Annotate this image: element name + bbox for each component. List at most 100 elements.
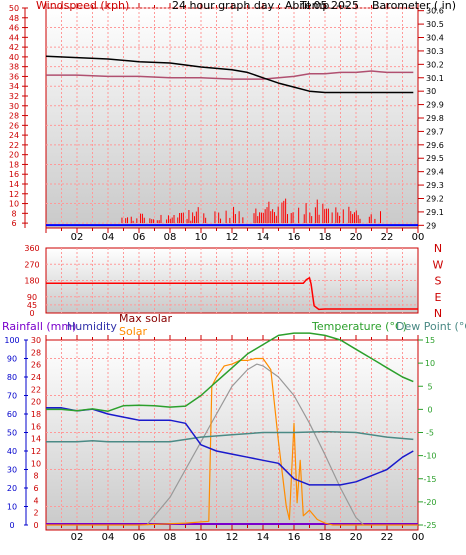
rain-x-tick-label: 02 — [71, 532, 84, 543]
wind-x-tick-label: 00 — [412, 232, 425, 243]
temp-y-tick-label: 15 — [425, 336, 435, 345]
rain-y-tick-label: 0 — [9, 521, 14, 530]
wind-y-tick-label: 16 — [9, 170, 19, 179]
wind-y-tick-label: 26 — [9, 121, 19, 130]
rain-x-tick-label: 00 — [412, 532, 425, 543]
wind-x-tick-label: 06 — [133, 232, 146, 243]
wind-y-tick-label: 20 — [9, 151, 19, 160]
wind-y-tick-label: 18 — [9, 160, 19, 169]
rain-y-tick-label: 80 — [7, 373, 17, 382]
wind-y-tick-label: 28 — [9, 112, 19, 121]
rain-y-tick-label: 20 — [7, 484, 17, 493]
compass-label: W — [433, 258, 444, 271]
compass-label: E — [435, 291, 442, 304]
barometer-y-tick-label: 30.6 — [426, 7, 444, 16]
rain-x-tick-label: 16 — [288, 532, 301, 543]
wind-y-tick-label: 50 — [9, 4, 19, 13]
wind-x-tick-label: 02 — [71, 232, 84, 243]
barometer-y-tick-label: 30.4 — [426, 34, 444, 43]
direction-y-tick-label: 45 — [27, 301, 37, 310]
direction-y-tick-label: 90 — [27, 293, 37, 302]
wind-x-tick-label: 16 — [288, 232, 301, 243]
barometer-y-tick-label: 29.5 — [426, 154, 444, 163]
wind-x-tick-label: 22 — [381, 232, 394, 243]
wind-y-tick-label: 32 — [9, 92, 19, 101]
humidity-line — [46, 407, 414, 486]
humidity-y-tick-label: 4 — [33, 496, 38, 505]
wind-x-tick-label: 10 — [195, 232, 208, 243]
barometer-y-tick-label: 29.6 — [426, 141, 444, 150]
barometer-y-tick-label: 30.5 — [426, 20, 444, 29]
compass-label: S — [435, 275, 442, 288]
humidity-y-tick-label: 18 — [31, 410, 41, 419]
wind-y-tick-label: 8 — [11, 209, 16, 218]
barometer-y-tick-label: 29.7 — [426, 127, 444, 136]
rain-y-tick-label: 50 — [7, 429, 17, 438]
wind-y-tick-label: 30 — [9, 102, 19, 111]
barometer-y-tick-label: 29.2 — [426, 194, 444, 203]
rain-y-tick-label: 40 — [7, 447, 17, 456]
humidity-y-tick-label: 20 — [31, 398, 41, 407]
humidity-y-tick-label: 28 — [31, 348, 41, 357]
temperature-label: Temperature (°C) — [311, 320, 407, 333]
barometer-y-tick-label: 29.3 — [426, 181, 444, 190]
rain-x-tick-label: 20 — [350, 532, 363, 543]
solar-label: Solar — [119, 325, 148, 338]
wind-y-tick-label: 10 — [9, 200, 19, 209]
humidity-label: Humidity — [67, 320, 117, 333]
humidity-y-tick-label: 12 — [31, 447, 41, 456]
wind-y-tick-label: 22 — [9, 141, 19, 150]
rain-y-tick-label: 10 — [7, 503, 17, 512]
rain-y-tick-label: 100 — [4, 336, 19, 345]
rain-x-tick-label: 06 — [133, 532, 146, 543]
rain-x-tick-label: 14 — [257, 532, 270, 543]
humidity-y-tick-label: 8 — [33, 472, 38, 481]
temp-y-tick-label: -25 — [423, 521, 436, 530]
compass-label: N — [434, 307, 442, 320]
wind-x-tick-label: 04 — [102, 232, 115, 243]
wind-y-tick-label: 36 — [9, 72, 19, 81]
humidity-y-tick-label: 16 — [31, 422, 41, 431]
wind-x-tick-label: 14 — [257, 232, 270, 243]
solar-line — [46, 357, 418, 526]
temp-y-tick-label: -5 — [426, 429, 434, 438]
direction-y-tick-label: 180 — [24, 277, 39, 286]
humidity-y-tick-label: 2 — [33, 509, 38, 518]
humidity-y-tick-label: 26 — [31, 361, 41, 370]
wind-x-tick-label: 12 — [226, 232, 239, 243]
rain-x-tick-label: 10 — [195, 532, 208, 543]
dewpoint-label: Dew Point (°C) — [396, 320, 466, 333]
wind-axis-label: Windspeed (kph) — [36, 0, 129, 12]
temp-y-tick-label: -20 — [423, 498, 436, 507]
wind-y-tick-label: 24 — [9, 131, 19, 140]
humidity-y-tick-label: 30 — [31, 336, 41, 345]
barometer-y-tick-label: 30.3 — [426, 47, 444, 56]
barometer-y-tick-label: 30 — [426, 87, 436, 96]
temp-overlay-text: Temp. --- — [299, 0, 348, 12]
wind-y-tick-label: 14 — [9, 180, 19, 189]
direction-y-tick-label: 360 — [24, 244, 39, 253]
compass-label: N — [434, 242, 442, 255]
wind-x-tick-label: 18 — [319, 232, 332, 243]
wind-x-tick-label: 08 — [164, 232, 177, 243]
barometer-line — [45, 55, 414, 94]
wind-x-tick-label: 20 — [350, 232, 363, 243]
rain-y-tick-label: 70 — [7, 392, 17, 401]
wind-y-tick-label: 40 — [9, 53, 19, 62]
humidity-y-tick-label: 24 — [31, 373, 41, 382]
temperature-line — [46, 332, 414, 412]
barometer-y-tick-label: 30.1 — [426, 74, 444, 83]
rain-y-tick-label: 30 — [7, 466, 17, 475]
direction-y-tick-label: 270 — [24, 260, 39, 269]
rain-x-tick-label: 04 — [102, 532, 115, 543]
wind-direction-line — [46, 277, 418, 311]
temp-y-tick-label: -10 — [423, 452, 436, 461]
wind-y-tick-label: 42 — [9, 43, 19, 52]
wind-y-tick-label: 44 — [9, 33, 19, 42]
chart-title: 24 hour graph day : Abril 05 2025 — [172, 0, 359, 12]
humidity-y-tick-label: 6 — [33, 484, 38, 493]
temp-y-tick-label: 10 — [425, 359, 435, 368]
dewpoint-line — [46, 430, 414, 443]
